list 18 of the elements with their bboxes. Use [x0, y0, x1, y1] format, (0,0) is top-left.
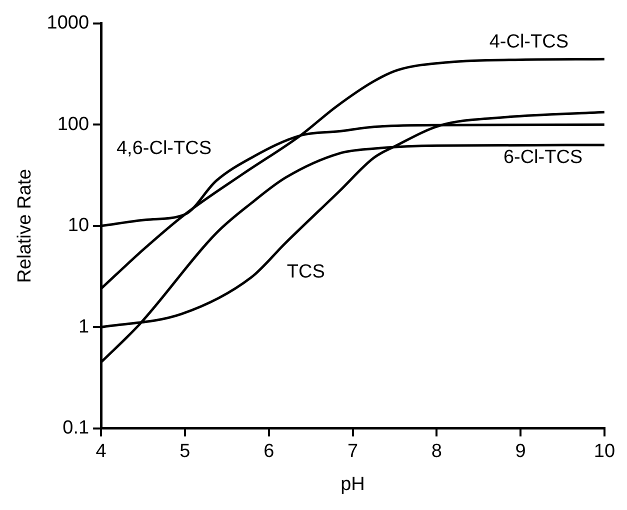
x-tick-label: 6	[264, 441, 274, 462]
x-tick-label: 5	[180, 441, 190, 462]
series-label: 4,6-Cl-TCS	[116, 138, 212, 160]
y-tick-label: 10	[68, 215, 90, 236]
y-tick-label: 100	[57, 114, 90, 135]
y-tick-label: 1	[78, 316, 90, 338]
y-tick-label: 0.1	[62, 418, 90, 439]
series-label: 4-Cl-TCS	[489, 32, 569, 53]
x-tick-label: 7	[347, 441, 358, 462]
y-axis-title: Relative Rate	[14, 168, 36, 283]
series-label: TCS	[286, 261, 325, 282]
series-label: 6-Cl-TCS	[503, 147, 583, 168]
x-axis-title: pH	[340, 474, 365, 495]
y-tick-label: 1000	[46, 12, 90, 34]
x-tick-label: 9	[515, 441, 526, 462]
x-tick-label: 4	[96, 441, 107, 462]
x-tick-label: 8	[431, 441, 442, 462]
x-tick-label: 10	[594, 441, 616, 462]
